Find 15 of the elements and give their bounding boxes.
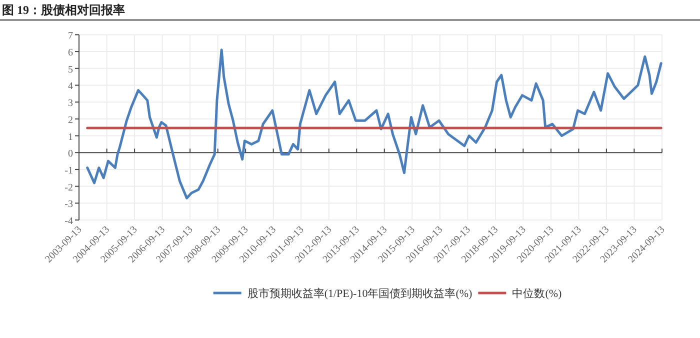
y-tick-label: -3 bbox=[64, 199, 73, 210]
title: 图 19：股债相对回报率 bbox=[2, 3, 125, 17]
y-tick-label: -2 bbox=[64, 182, 73, 194]
y-tick-label: 1 bbox=[68, 132, 73, 143]
y-tick-label: 5 bbox=[68, 64, 73, 76]
y-tick-label: 4 bbox=[68, 81, 73, 92]
y-tick-label: 6 bbox=[68, 48, 73, 59]
y-tick-label: -1 bbox=[64, 165, 73, 176]
y-tick-label: 0 bbox=[68, 148, 73, 160]
y-tick-label: 2 bbox=[68, 114, 73, 126]
legend-label: 中位数(%) bbox=[512, 287, 562, 300]
y-tick-label: 3 bbox=[68, 98, 73, 110]
legend-label: 股市预期收益率(1/PE)-10年国债到期收益率(%) bbox=[247, 287, 473, 300]
y-tick-label: -4 bbox=[64, 216, 73, 227]
y-tick-label: 7 bbox=[68, 30, 73, 42]
